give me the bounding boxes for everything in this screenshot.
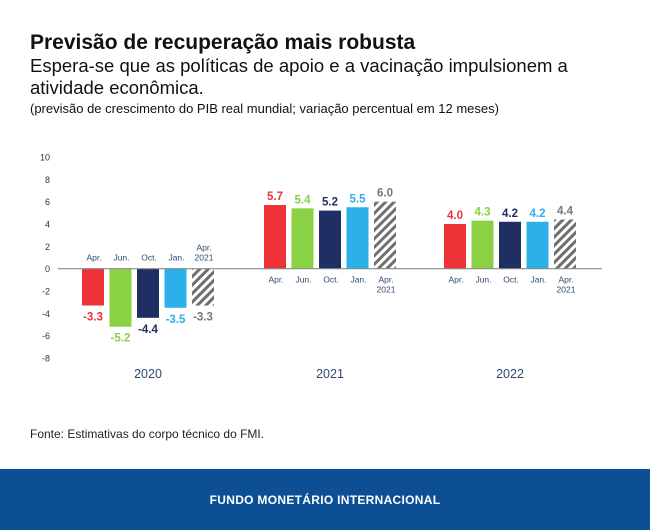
category-label: Jan. [168, 253, 184, 263]
value-label: 5.5 [350, 193, 367, 205]
y-tick-label: 0 [45, 264, 50, 274]
value-label: 6.0 [377, 188, 393, 200]
y-tick-label: 8 [45, 175, 50, 185]
category-label: Jun. [113, 253, 129, 263]
category-label: Apr. [378, 275, 393, 285]
bar [499, 221, 521, 269]
category-label: 2021 [195, 253, 214, 263]
value-label: 4.0 [447, 210, 463, 222]
value-label: -5.2 [111, 333, 131, 345]
bar-labels: -3.3 Apr. -5.2 Jun. -4.4 Oct. -3.5 Jan. -3.3 Apr.… [83, 188, 576, 345]
y-tick-label: 6 [45, 197, 50, 207]
category-label: Oct. [503, 275, 519, 285]
y-tick-label: -6 [42, 331, 50, 341]
y-tick-label: -4 [42, 309, 50, 319]
category-label: 2021 [557, 285, 576, 295]
bar [137, 268, 159, 318]
bars [82, 201, 576, 327]
category-label: Jun. [475, 275, 491, 285]
category-label: Apr. [448, 275, 463, 285]
category-label: Oct. [323, 275, 339, 285]
value-label: 4.2 [530, 208, 546, 220]
bar [109, 268, 132, 327]
value-label: -3.3 [83, 312, 103, 324]
y-axis: 10 8 6 4 2 0 -2 -4 -6 -8 [40, 153, 50, 364]
y-tick-label: -8 [42, 354, 50, 364]
bar [192, 268, 214, 306]
bar [164, 268, 187, 308]
bar [554, 219, 576, 269]
value-label: 5.7 [267, 191, 283, 203]
group-label: 2020 [134, 367, 162, 381]
chart-subtitle: Espera-se que as políticas de apoio e a … [30, 55, 568, 98]
bar [471, 220, 494, 269]
category-label: Apr. [86, 253, 101, 263]
category-label: Oct. [141, 253, 157, 263]
category-label: Jan. [350, 275, 366, 285]
source-note: Fonte: Estimativas do corpo técnico do F… [30, 427, 265, 441]
footer-label: FUNDO MONETÁRIO INTERNACIONAL [209, 492, 441, 507]
bar [82, 268, 104, 306]
bar [291, 208, 314, 269]
category-label: Jan. [530, 275, 546, 285]
y-tick-label: 10 [40, 153, 50, 163]
group-label: 2022 [496, 367, 524, 381]
group-labels: 2020 2021 2022 [134, 367, 524, 381]
y-tick-label: 2 [45, 242, 50, 252]
value-label: 4.3 [475, 207, 491, 219]
bar [264, 205, 286, 269]
category-label: Apr. [268, 275, 283, 285]
chart-title: Previsão de recuperação mais robusta [30, 31, 416, 54]
category-label: 2021 [377, 285, 396, 295]
value-label: 5.2 [322, 197, 338, 209]
value-label: -4.4 [138, 324, 158, 336]
value-label: 4.2 [502, 208, 518, 220]
category-label: Apr. [558, 275, 573, 285]
footer-banner: FUNDO MONETÁRIO INTERNACIONAL [0, 469, 650, 530]
bar [374, 201, 396, 269]
y-tick-label: 4 [45, 220, 50, 230]
bar [319, 210, 341, 269]
bar [346, 207, 369, 269]
bar [444, 224, 466, 269]
chart-note: (previsão de crescimento do PIB real mun… [30, 101, 499, 116]
value-label: -3.3 [193, 312, 213, 324]
value-label: 4.4 [557, 206, 574, 218]
group-label: 2021 [316, 367, 344, 381]
y-tick-label: -2 [42, 287, 50, 297]
value-label: 5.4 [295, 194, 312, 206]
gdp-forecast-chart: 10 8 6 4 2 0 -2 -4 -6 -8 -3.3 Apr. -5.2 Jun. -4.4 Oct.… [40, 153, 602, 381]
value-label: -3.5 [166, 314, 186, 326]
category-label: Jun. [295, 275, 311, 285]
bar [526, 221, 549, 269]
category-label: Apr. [196, 243, 211, 253]
